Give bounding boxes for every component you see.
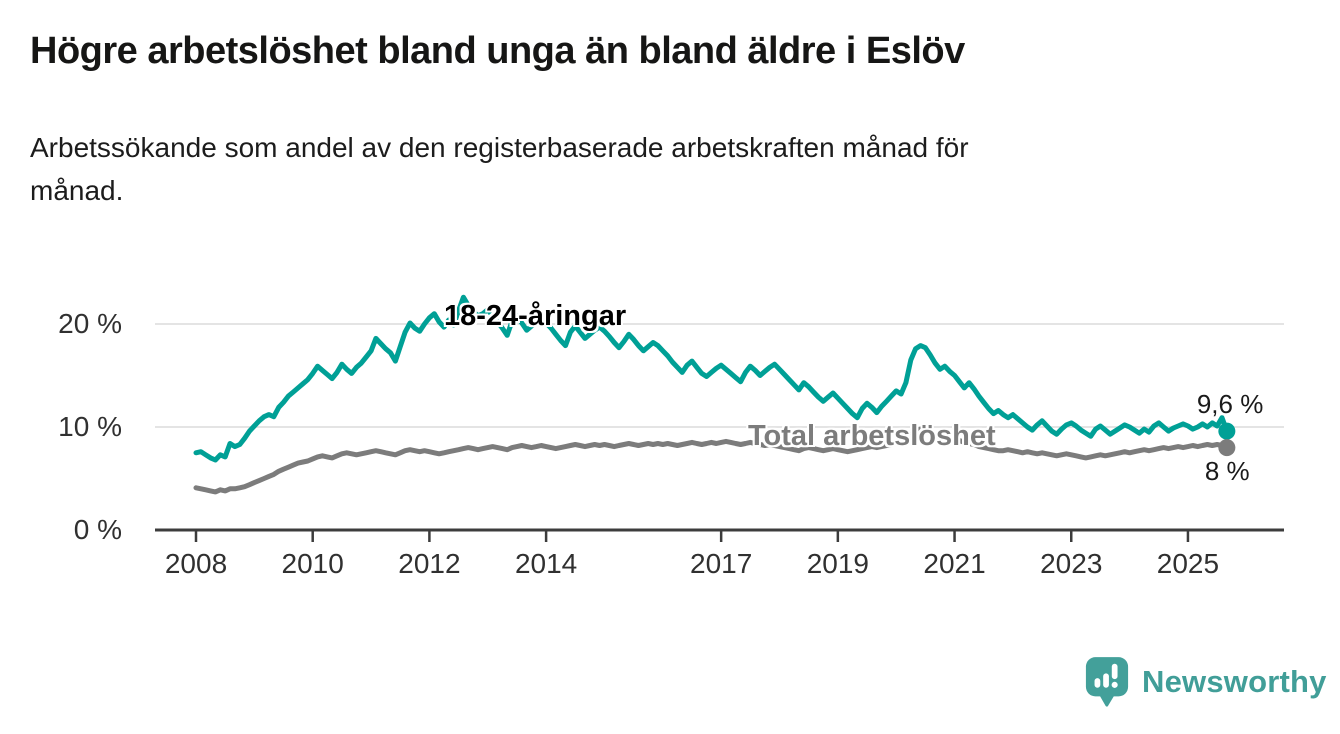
x-tick-label: 2021 [923,548,986,579]
x-tick-label: 2010 [281,548,344,579]
x-tick-label: 2017 [689,548,753,579]
x-tick-label: 2012 [398,548,461,579]
series-line-youth [193,294,1230,463]
series-label-total: Total arbetslöshet [748,420,996,452]
end-value-label-total: 8 % [1204,455,1250,486]
newsworthy-wordmark: Newsworthy [1142,664,1327,699]
end-value-label-youth: 9,6 % [1196,389,1264,420]
x-tick-label: 2025 [1156,548,1220,579]
x-tick-label: 2014 [514,548,578,579]
chart-title: Högre arbetslöshet bland unga än bland ä… [30,30,965,72]
chart-subtitle: Arbetssökande som andel av den registerb… [30,132,969,207]
y-tick-label: 10 % [58,411,122,442]
y-tick-label: 20 % [58,308,122,339]
series-line-total [193,426,1230,495]
end-dot-youth [1218,422,1236,440]
newsworthy-brand: Newsworthy [1084,655,1327,709]
series-label-youth: 18-24-åringar [444,300,627,332]
x-tick-label: 2023 [1040,548,1103,579]
x-tick-label: 2019 [806,548,869,579]
speech-bubble-chart-icon [1085,657,1129,707]
y-tick-label: 0 % [73,514,122,545]
x-tick-label: 2008 [164,548,228,579]
end-dot-total [1218,439,1236,457]
